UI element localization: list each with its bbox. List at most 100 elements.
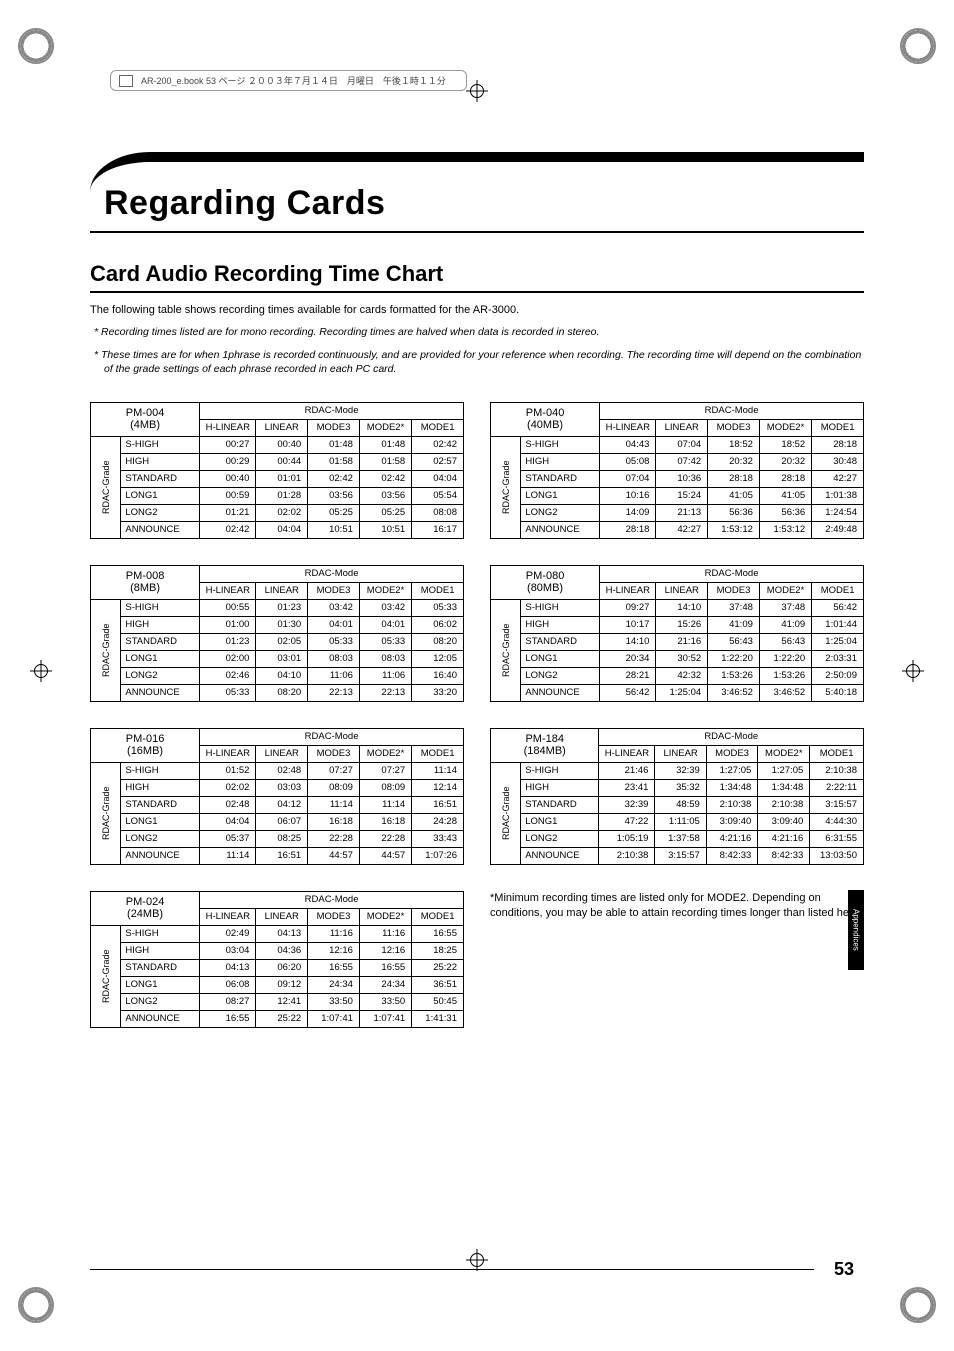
- time-cell: 23:41: [599, 779, 655, 796]
- time-cell: 04:01: [308, 616, 360, 633]
- time-cell: 11:06: [359, 667, 411, 684]
- time-cell: 12:05: [412, 650, 464, 667]
- mode-column-header: MODE1: [810, 745, 864, 762]
- time-cell: 06:20: [256, 959, 308, 976]
- card-header: PM-004(4MB): [91, 402, 200, 436]
- time-cell: 16:51: [256, 847, 308, 864]
- grade-row-label: HIGH: [121, 453, 200, 470]
- time-cell: 05:37: [200, 830, 256, 847]
- time-cell: 16:51: [412, 796, 464, 813]
- time-cell: 10:16: [600, 487, 656, 504]
- time-cell: 02:57: [412, 453, 464, 470]
- card-header: PM-184(184MB): [491, 728, 599, 762]
- time-cell: 00:40: [200, 470, 256, 487]
- time-cell: 3:15:57: [655, 847, 706, 864]
- time-cell: 01:01: [256, 470, 308, 487]
- time-cell: 05:33: [200, 684, 256, 701]
- time-cell: 33:20: [412, 684, 464, 701]
- time-cell: 18:52: [708, 436, 760, 453]
- mode-header: RDAC-Mode: [600, 565, 864, 582]
- time-cell: 04:10: [256, 667, 308, 684]
- time-cell: 1:11:05: [655, 813, 706, 830]
- grade-header: RDAC-Grade: [491, 599, 521, 701]
- time-cell: 13:03:50: [810, 847, 864, 864]
- time-cell: 10:17: [600, 616, 656, 633]
- recording-time-table: PM-184(184MB)RDAC-ModeH-LINEARLINEARMODE…: [490, 728, 864, 865]
- time-cell: 07:27: [359, 762, 411, 779]
- time-cell: 05:54: [412, 487, 464, 504]
- time-cell: 16:55: [200, 1010, 256, 1027]
- crop-ring-icon: [900, 28, 936, 64]
- time-cell: 24:34: [308, 976, 360, 993]
- time-cell: 2:22:11: [810, 779, 864, 796]
- time-cell: 03:04: [200, 942, 256, 959]
- section-title: Card Audio Recording Time Chart: [90, 261, 864, 293]
- mode-column-header: MODE2*: [759, 419, 811, 436]
- time-cell: 02:02: [256, 504, 308, 521]
- mode-column-header: MODE2*: [359, 582, 411, 599]
- mode-column-header: MODE3: [706, 745, 757, 762]
- card-header: PM-040(40MB): [491, 402, 600, 436]
- grade-row-label: STANDARD: [121, 796, 200, 813]
- mode-column-header: LINEAR: [256, 419, 308, 436]
- grade-row-label: HIGH: [521, 453, 600, 470]
- chapter-heading-box: Regarding Cards: [90, 152, 864, 233]
- time-cell: 1:53:12: [708, 521, 760, 538]
- grade-row-label: LONG1: [121, 487, 200, 504]
- time-cell: 08:09: [359, 779, 411, 796]
- recording-time-table: PM-016(16MB)RDAC-ModeH-LINEARLINEARMODE3…: [90, 728, 464, 865]
- time-cell: 04:36: [256, 942, 308, 959]
- mode-column-header: MODE3: [708, 582, 760, 599]
- mode-column-header: LINEAR: [256, 582, 308, 599]
- card-header: PM-024(24MB): [91, 891, 200, 925]
- mode-header: RDAC-Mode: [600, 402, 864, 419]
- time-cell: 03:56: [308, 487, 360, 504]
- time-cell: 12:16: [359, 942, 411, 959]
- time-cell: 00:27: [200, 436, 256, 453]
- time-cell: 11:06: [308, 667, 360, 684]
- time-cell: 3:46:52: [708, 684, 760, 701]
- mode-column-header: MODE2*: [359, 419, 411, 436]
- time-cell: 28:18: [600, 521, 656, 538]
- time-cell: 20:34: [600, 650, 656, 667]
- time-cell: 07:04: [600, 470, 656, 487]
- time-cell: 01:28: [256, 487, 308, 504]
- grade-row-label: LONG1: [121, 650, 200, 667]
- time-cell: 14:10: [600, 633, 656, 650]
- time-cell: 22:13: [308, 684, 360, 701]
- book-icon: [119, 75, 133, 87]
- time-cell: 09:27: [600, 599, 656, 616]
- time-cell: 16:40: [412, 667, 464, 684]
- time-cell: 56:42: [600, 684, 656, 701]
- grade-row-label: LONG2: [521, 667, 600, 684]
- time-cell: 01:48: [308, 436, 360, 453]
- grade-row-label: LONG2: [521, 830, 599, 847]
- time-cell: 01:58: [359, 453, 411, 470]
- mode-column-header: MODE1: [412, 908, 464, 925]
- time-cell: 08:03: [308, 650, 360, 667]
- time-cell: 12:41: [256, 993, 308, 1010]
- time-cell: 03:42: [359, 599, 411, 616]
- time-cell: 1:22:20: [708, 650, 760, 667]
- time-cell: 00:44: [256, 453, 308, 470]
- time-cell: 16:55: [412, 925, 464, 942]
- time-cell: 41:09: [708, 616, 760, 633]
- grade-row-label: STANDARD: [121, 470, 200, 487]
- grade-row-label: S-HIGH: [121, 925, 200, 942]
- mode-column-header: MODE3: [308, 745, 360, 762]
- time-cell: 01:30: [256, 616, 308, 633]
- time-cell: 07:27: [308, 762, 360, 779]
- grade-row-label: LONG2: [121, 830, 200, 847]
- time-cell: 00:55: [200, 599, 256, 616]
- time-cell: 1:37:58: [655, 830, 706, 847]
- crop-ring-icon: [18, 1287, 54, 1323]
- time-cell: 02:48: [256, 762, 308, 779]
- time-cell: 1:41:31: [412, 1010, 464, 1027]
- mode-column-header: MODE2*: [759, 582, 811, 599]
- time-cell: 1:25:04: [812, 633, 864, 650]
- time-cell: 41:05: [708, 487, 760, 504]
- mode-column-header: LINEAR: [656, 582, 708, 599]
- grade-row-label: HIGH: [121, 779, 200, 796]
- time-cell: 1:27:05: [758, 762, 810, 779]
- time-cell: 02:49: [200, 925, 256, 942]
